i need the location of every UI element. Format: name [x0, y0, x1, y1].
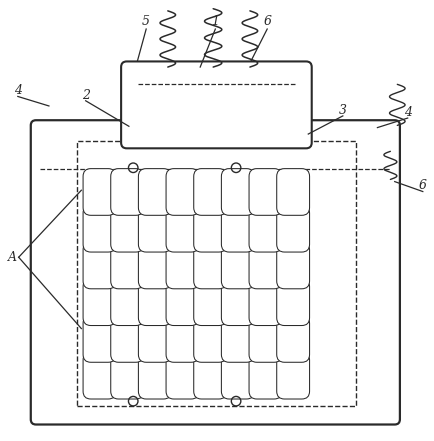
FancyBboxPatch shape: [166, 279, 198, 325]
Text: A: A: [8, 251, 16, 264]
Text: 4: 4: [403, 106, 411, 119]
FancyBboxPatch shape: [111, 206, 143, 252]
FancyBboxPatch shape: [249, 279, 281, 325]
Text: 4: 4: [14, 84, 22, 97]
FancyBboxPatch shape: [83, 279, 116, 325]
Text: 2: 2: [82, 89, 89, 102]
Text: 6: 6: [263, 15, 270, 28]
FancyBboxPatch shape: [193, 242, 226, 289]
FancyBboxPatch shape: [138, 279, 171, 325]
FancyBboxPatch shape: [221, 352, 253, 399]
FancyBboxPatch shape: [83, 168, 116, 215]
Text: 1: 1: [211, 15, 219, 28]
Text: 3: 3: [338, 104, 346, 117]
FancyBboxPatch shape: [83, 206, 116, 252]
FancyBboxPatch shape: [193, 316, 226, 362]
FancyBboxPatch shape: [193, 352, 226, 399]
FancyBboxPatch shape: [221, 206, 253, 252]
Text: 6: 6: [418, 179, 426, 192]
FancyBboxPatch shape: [111, 279, 143, 325]
FancyBboxPatch shape: [111, 316, 143, 362]
FancyBboxPatch shape: [138, 206, 171, 252]
FancyBboxPatch shape: [166, 206, 198, 252]
FancyBboxPatch shape: [166, 316, 198, 362]
FancyBboxPatch shape: [193, 206, 226, 252]
FancyBboxPatch shape: [111, 352, 143, 399]
FancyBboxPatch shape: [276, 279, 309, 325]
Text: 5: 5: [142, 15, 150, 28]
FancyBboxPatch shape: [221, 168, 253, 215]
FancyBboxPatch shape: [138, 352, 171, 399]
FancyBboxPatch shape: [166, 168, 198, 215]
FancyBboxPatch shape: [83, 316, 116, 362]
FancyBboxPatch shape: [276, 242, 309, 289]
FancyBboxPatch shape: [83, 352, 116, 399]
FancyBboxPatch shape: [221, 242, 253, 289]
FancyBboxPatch shape: [138, 316, 171, 362]
FancyBboxPatch shape: [111, 168, 143, 215]
FancyBboxPatch shape: [166, 352, 198, 399]
FancyBboxPatch shape: [166, 242, 198, 289]
FancyBboxPatch shape: [193, 168, 226, 215]
FancyBboxPatch shape: [31, 120, 399, 425]
FancyBboxPatch shape: [276, 316, 309, 362]
FancyBboxPatch shape: [83, 242, 116, 289]
FancyBboxPatch shape: [193, 279, 226, 325]
FancyBboxPatch shape: [221, 316, 253, 362]
FancyBboxPatch shape: [249, 242, 281, 289]
FancyBboxPatch shape: [249, 316, 281, 362]
FancyBboxPatch shape: [276, 168, 309, 215]
FancyBboxPatch shape: [249, 206, 281, 252]
Bar: [77, 141, 355, 406]
FancyBboxPatch shape: [249, 168, 281, 215]
FancyBboxPatch shape: [111, 242, 143, 289]
FancyBboxPatch shape: [138, 242, 171, 289]
FancyBboxPatch shape: [249, 352, 281, 399]
FancyBboxPatch shape: [276, 206, 309, 252]
FancyBboxPatch shape: [276, 352, 309, 399]
FancyBboxPatch shape: [121, 61, 311, 148]
FancyBboxPatch shape: [221, 279, 253, 325]
FancyBboxPatch shape: [138, 168, 171, 215]
